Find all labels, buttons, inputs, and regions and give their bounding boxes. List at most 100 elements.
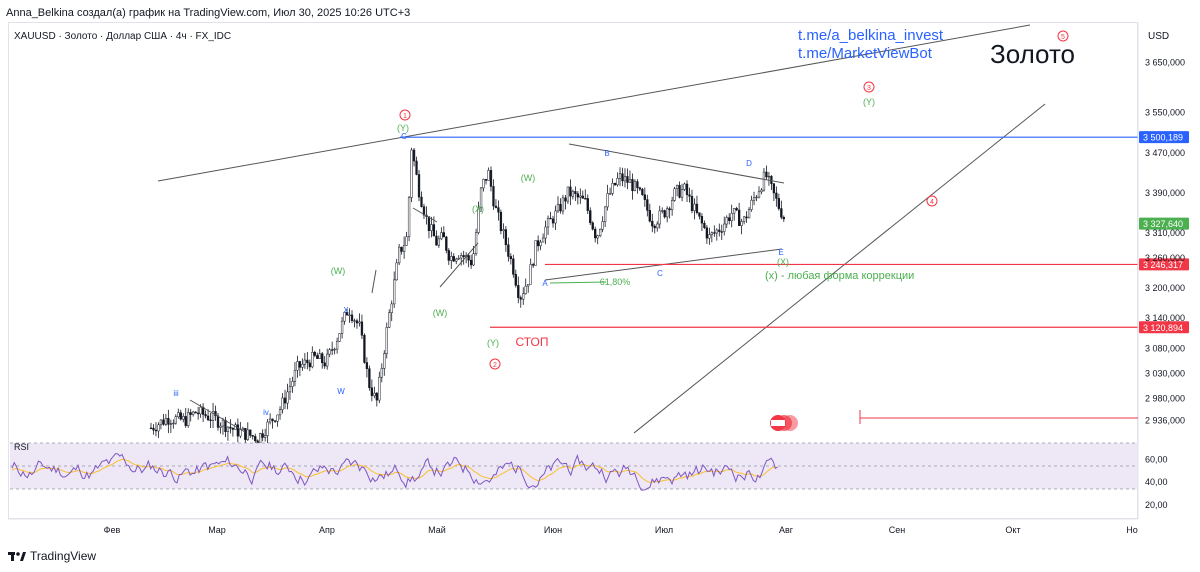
- candle-body: [668, 208, 671, 211]
- candle-body: [693, 203, 696, 211]
- wave-x-right: (X): [777, 257, 789, 267]
- candle-body: [244, 427, 247, 440]
- wave-d-tri: D: [746, 159, 752, 168]
- candle-body: [308, 362, 311, 368]
- candle-body: [415, 160, 418, 175]
- candle-body: [618, 173, 622, 179]
- candle-body: [621, 173, 624, 182]
- time-tick-label: Фев: [104, 525, 121, 535]
- candle-body: [646, 199, 649, 211]
- candle-body: [596, 235, 599, 239]
- candle-body: [256, 440, 259, 444]
- time-tick-label: Май: [428, 525, 446, 535]
- candle-body: [574, 191, 577, 194]
- candle-body: [303, 359, 307, 365]
- candle-body: [628, 179, 632, 183]
- wave-y-low: (Y): [487, 338, 499, 348]
- candle-body: [323, 362, 326, 367]
- level-tag-text: 3 327,640: [1143, 219, 1183, 229]
- tradingview-logo-icon: [8, 552, 26, 561]
- candle-body: [482, 179, 485, 189]
- candle-body: [380, 368, 383, 378]
- candle-body: [192, 411, 195, 415]
- candle-body: [410, 149, 413, 198]
- candle-body: [733, 208, 736, 214]
- candle-body: [752, 197, 756, 201]
- time-tick-label: Мар: [208, 525, 226, 535]
- candle-body: [760, 189, 763, 193]
- currency-label[interactable]: USD: [1148, 31, 1169, 42]
- candle-body: [326, 353, 329, 367]
- candle-body: [328, 349, 331, 355]
- link-bot[interactable]: t.me/MarketViewBot: [798, 45, 933, 62]
- candle-body: [670, 200, 674, 211]
- wave-label-3-ring: [863, 81, 875, 93]
- price-tick-label: 3 080,000: [1145, 343, 1185, 353]
- candle-body: [782, 217, 785, 220]
- price-tick-label: 3 550,000: [1145, 108, 1185, 118]
- candle-body: [603, 206, 607, 222]
- upper-channel-line[interactable]: [157, 24, 1031, 182]
- triangle-upper-line[interactable]: [568, 143, 785, 184]
- price-tick-label: 2 936,000: [1145, 415, 1185, 425]
- candle-body: [698, 212, 701, 217]
- candle-body: [532, 264, 535, 266]
- candle-body: [452, 256, 455, 262]
- candle-body: [747, 209, 751, 219]
- candle-body: [455, 258, 458, 262]
- price-tick-label: 2 980,000: [1145, 393, 1185, 403]
- candle-body: [301, 364, 304, 368]
- candle-body: [157, 424, 160, 432]
- candle-body: [447, 250, 450, 261]
- candle-body: [554, 210, 557, 224]
- wave-w-right: (W): [521, 173, 536, 183]
- candle-body: [281, 397, 284, 410]
- wave-label-2-ring: [489, 358, 501, 370]
- candle-body: [507, 244, 510, 257]
- candle-body: [445, 236, 448, 251]
- tradingview-footer[interactable]: TradingView: [8, 549, 96, 563]
- candle-body: [221, 419, 225, 427]
- candle-body: [730, 212, 733, 221]
- stop-label: СТОП: [515, 335, 548, 349]
- candle-body: [723, 223, 726, 232]
- level-tag-text: 3 120,894: [1143, 323, 1183, 333]
- candle-body: [187, 412, 190, 426]
- fib-label: 61,80%: [600, 277, 631, 287]
- wave-a-tri: A: [542, 279, 548, 288]
- candle-body: [460, 255, 463, 259]
- wave-iv-line[interactable]: [189, 399, 246, 433]
- wave-x-line[interactable]: [439, 242, 479, 288]
- candle-body: [770, 175, 773, 184]
- candle-body: [658, 210, 661, 225]
- wave-iv: iv: [263, 408, 269, 417]
- candle-body: [268, 418, 272, 423]
- wave-iii: iii: [173, 389, 179, 398]
- level-tag-stop-3120: [1139, 321, 1189, 334]
- candle-body: [462, 255, 465, 257]
- small-wave-line[interactable]: [371, 269, 377, 294]
- candle-body: [311, 352, 314, 368]
- candle-body: [512, 258, 515, 275]
- candle-body: [591, 222, 594, 230]
- candle-body: [611, 182, 614, 194]
- candle-body: [457, 257, 460, 260]
- flag-badge[interactable]: [770, 415, 798, 431]
- candle-body: [539, 241, 542, 247]
- rising-trend-line[interactable]: [633, 103, 1046, 434]
- candle-body: [154, 429, 158, 432]
- time-tick-label: Июл: [655, 525, 673, 535]
- candle-body: [780, 208, 783, 218]
- candle-body: [685, 183, 689, 196]
- candle-body: [728, 217, 731, 221]
- candle-body: [492, 186, 495, 207]
- wave-b-line[interactable]: [412, 207, 438, 223]
- wave-label-1-ring: [399, 109, 411, 121]
- candle-body: [264, 435, 267, 438]
- candle-body: [765, 171, 768, 178]
- link-invest[interactable]: t.me/a_belkina_invest: [798, 27, 944, 44]
- candle-body: [296, 361, 299, 371]
- price-axis: 3 650,000 3 550,000 3 470,000 3 390,000 3 31…: [1137, 22, 1185, 519]
- candle-body: [527, 284, 530, 287]
